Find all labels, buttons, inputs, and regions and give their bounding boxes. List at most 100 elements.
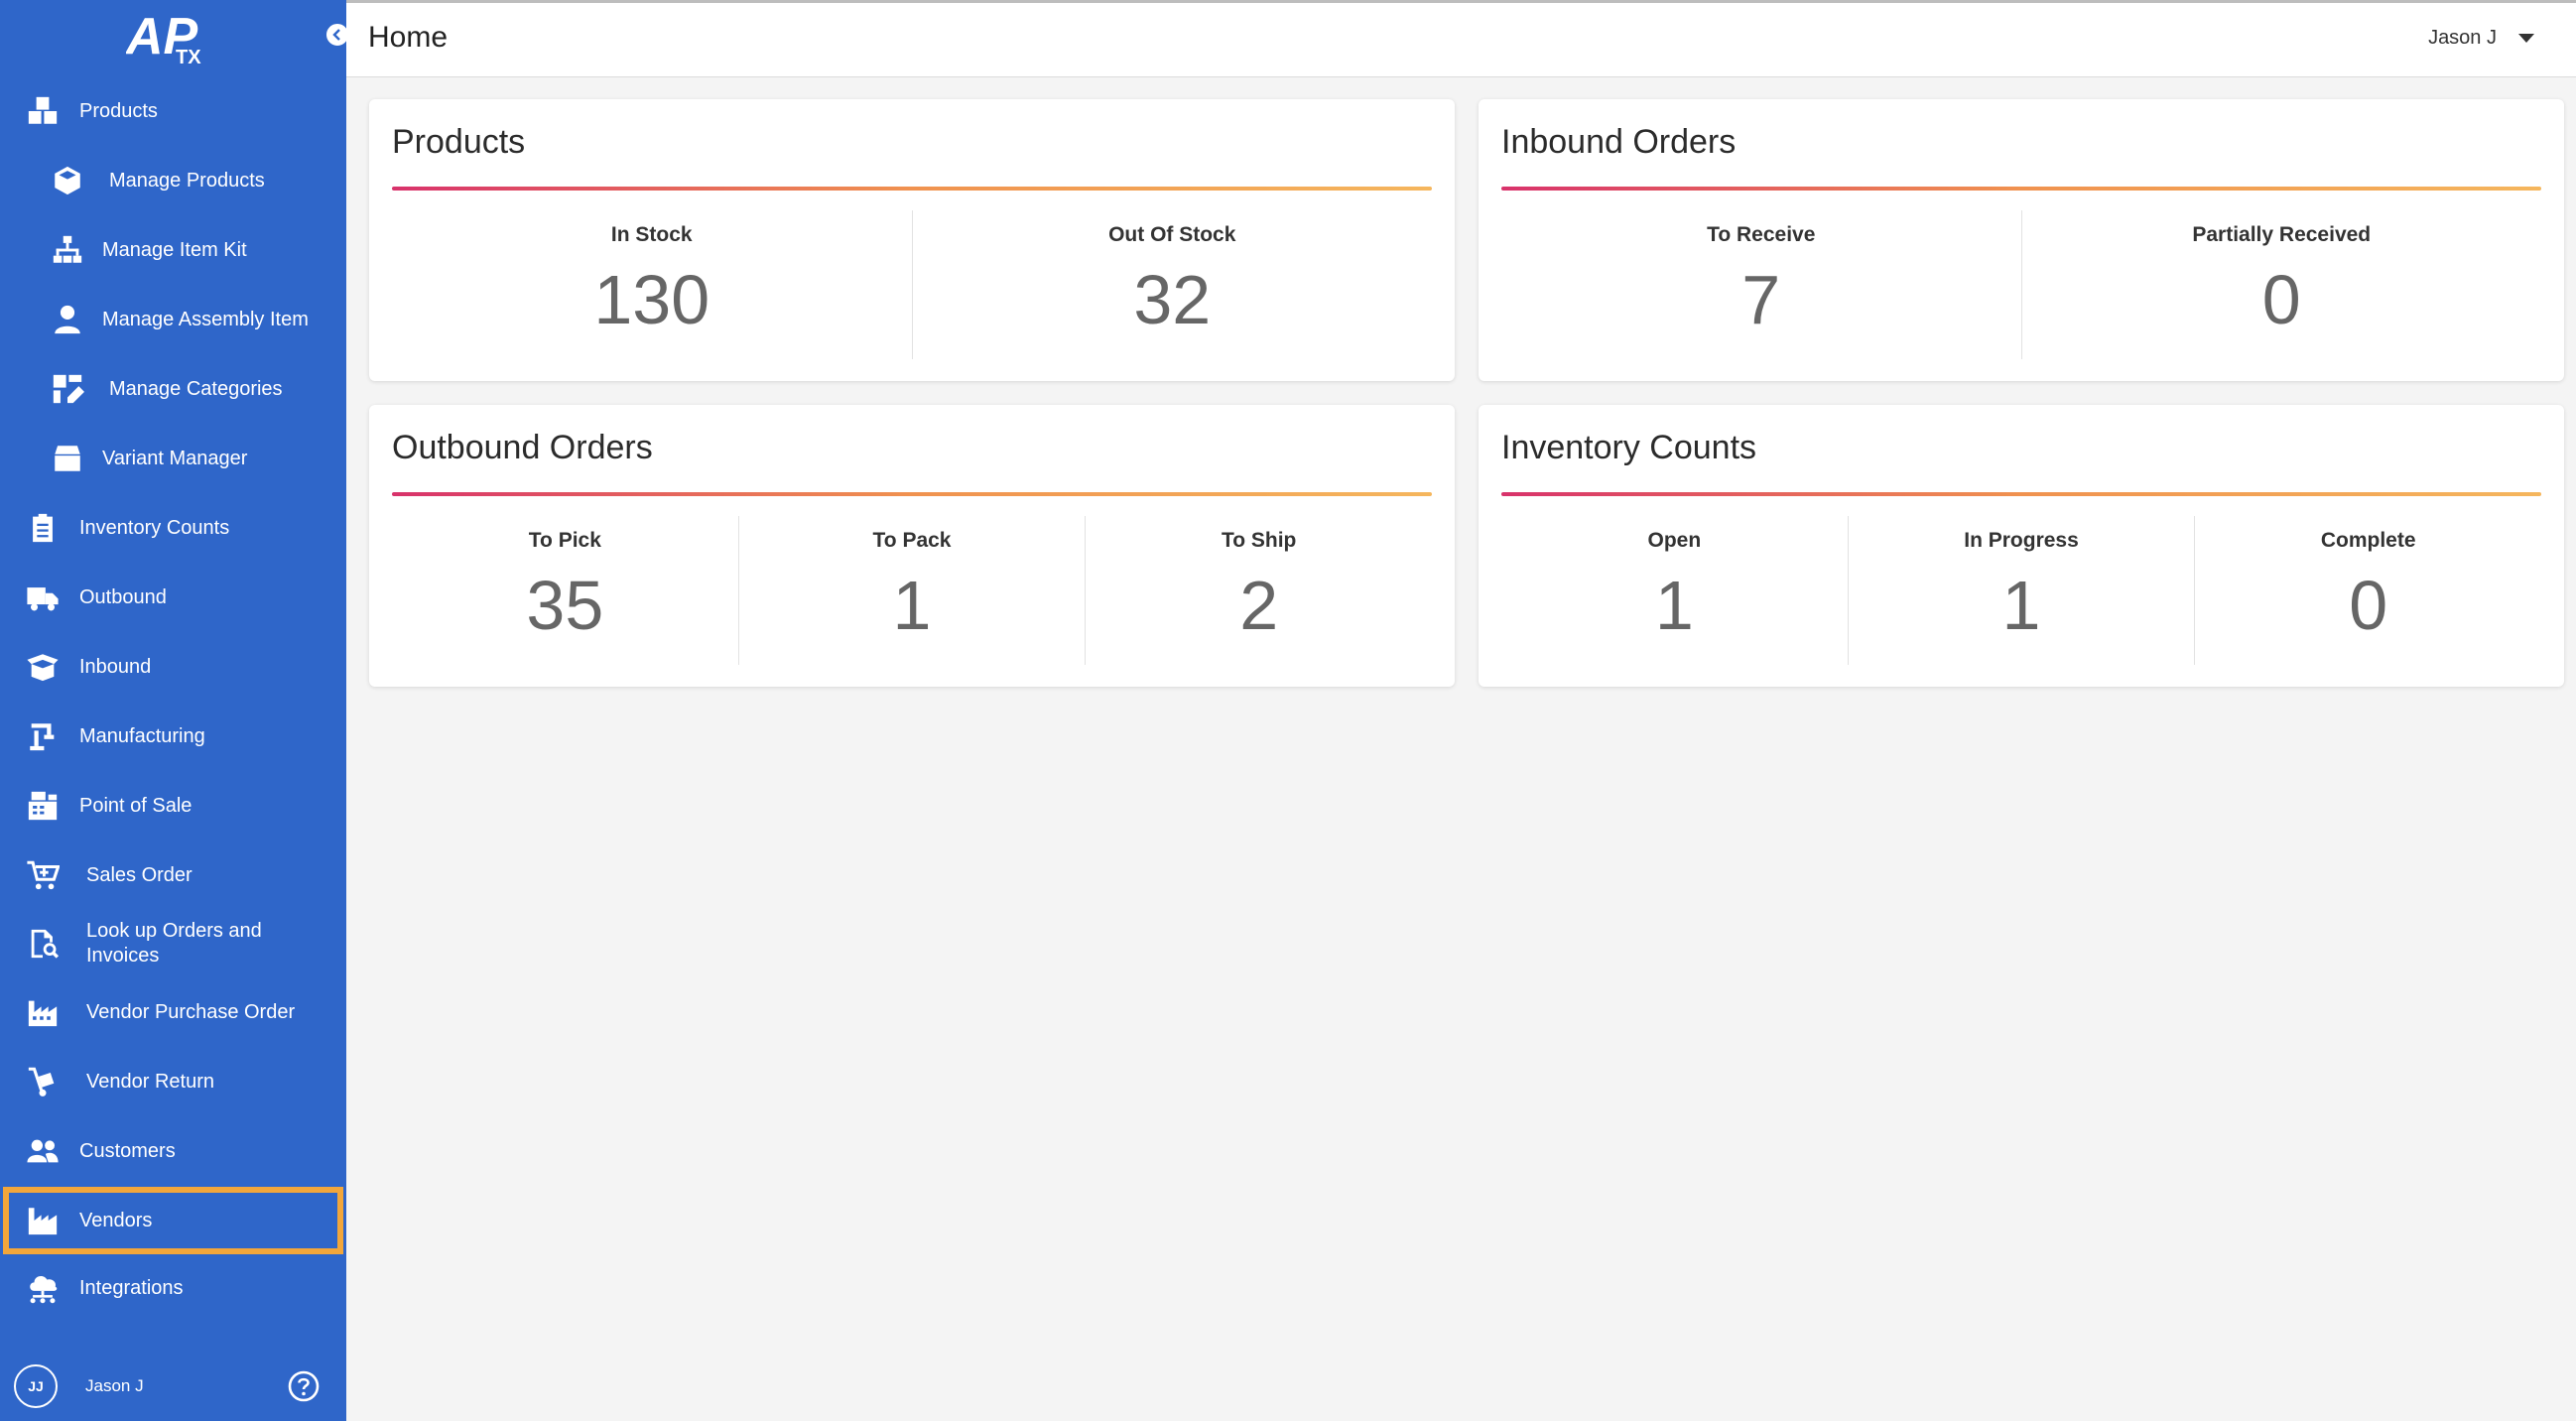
sidebar-item-label: Customers	[79, 1139, 176, 1162]
metric-value: 7	[1741, 261, 1781, 338]
cube-icon	[50, 163, 85, 198]
metric-value: 2	[1239, 567, 1279, 644]
card-metrics: Open 1 In Progress 1 Complete 0	[1501, 516, 2541, 665]
metric-label: To Ship	[1221, 529, 1297, 552]
sidebar-item-label: Manufacturing	[79, 724, 205, 747]
user-menu[interactable]: Jason J	[2428, 27, 2534, 50]
card-divider	[392, 187, 1432, 191]
sidebar-item-look-up-orders[interactable]: Look up Orders and Invoices	[0, 911, 346, 976]
sidebar-item-manage-categories[interactable]: Manage Categories	[0, 357, 346, 421]
metric-value: 1	[892, 567, 932, 644]
sidebar-item-integrations[interactable]: Integrations	[0, 1256, 346, 1320]
sidebar-item-label: Manage Categories	[109, 377, 283, 400]
svg-text:AP: AP	[126, 8, 198, 65]
sidebar-item-vendor-return[interactable]: Vendor Return	[0, 1050, 346, 1113]
sidebar-item-label: Vendors	[79, 1209, 153, 1231]
chevron-left-icon	[332, 29, 340, 41]
sidebar-item-vendor-purchase-order[interactable]: Vendor Purchase Order	[0, 980, 346, 1044]
metric-label: To Receive	[1707, 223, 1816, 246]
sidebar-user-name: Jason J	[85, 1376, 144, 1395]
svg-text:TX: TX	[176, 47, 201, 65]
metric-value: 35	[526, 567, 604, 644]
inventory-counts-card: Inventory Counts Open 1 In Progress 1 Co…	[1479, 405, 2564, 687]
document-search-icon	[25, 926, 61, 962]
card-divider	[1501, 187, 2541, 191]
sidebar-item-customers[interactable]: Customers	[0, 1119, 346, 1183]
categories-icon	[50, 371, 85, 407]
sidebar-item-sales-order[interactable]: Sales Order	[0, 843, 346, 907]
clipboard-icon	[25, 510, 61, 546]
sidebar-item-label: Variant Manager	[102, 447, 248, 469]
sidebar-item-label: Products	[79, 99, 158, 122]
metric-in-progress[interactable]: In Progress 1	[1847, 516, 2195, 665]
metric-label: To Pick	[528, 529, 601, 552]
inbound-orders-card: Inbound Orders To Receive 7 Partially Re…	[1479, 99, 2564, 381]
metric-label: Open	[1647, 529, 1702, 552]
metric-value: 130	[593, 261, 710, 338]
sidebar-item-point-of-sale[interactable]: Point of Sale	[0, 774, 346, 838]
metric-value: 32	[1133, 261, 1212, 338]
metric-complete[interactable]: Complete 0	[2194, 516, 2541, 665]
sidebar-item-variant-manager[interactable]: Variant Manager	[0, 427, 346, 490]
sidebar-item-label: Inventory Counts	[79, 516, 230, 539]
card-metrics: To Receive 7 Partially Received 0	[1501, 210, 2541, 359]
page-title: Home	[368, 21, 449, 54]
sidebar-item-label: Manage Item Kit	[102, 238, 247, 261]
sidebar-item-label: Outbound	[79, 585, 167, 608]
metric-to-ship[interactable]: To Ship 2	[1085, 516, 1432, 665]
sidebar-item-label: Vendor Return	[86, 1070, 214, 1093]
metric-value: 0	[2261, 261, 2301, 338]
cash-register-icon	[25, 788, 61, 824]
user-menu-name: Jason J	[2428, 27, 2497, 49]
cart-icon	[25, 857, 61, 893]
factory-icon	[25, 994, 61, 1030]
metric-partially-received[interactable]: Partially Received 0	[2020, 210, 2542, 359]
metric-open[interactable]: Open 1	[1501, 516, 1848, 665]
sidebar-item-label: Look up Orders and Invoices	[86, 920, 262, 967]
sidebar-item-products[interactable]: Products	[0, 79, 346, 143]
sidebar-item-manage-assembly-item[interactable]: Manage Assembly Item	[0, 288, 346, 351]
sidebar-item-manage-item-kit[interactable]: Manage Item Kit	[0, 218, 346, 282]
caret-down-icon	[2518, 34, 2534, 43]
metric-label: Out Of Stock	[1108, 223, 1236, 246]
dolly-icon	[25, 1064, 61, 1099]
user-icon	[50, 302, 85, 337]
users-icon	[25, 1133, 61, 1169]
metric-label: Partially Received	[2192, 223, 2372, 246]
sidebar-item-vendors[interactable]: Vendors	[3, 1187, 343, 1254]
truck-icon	[25, 580, 61, 615]
sidebar-item-manufacturing[interactable]: Manufacturing	[0, 705, 346, 768]
help-icon[interactable]	[287, 1369, 321, 1403]
metric-label: To Pack	[872, 529, 952, 552]
metric-value: 0	[2349, 567, 2388, 644]
card-title: Inbound Orders	[1501, 123, 1737, 161]
box-icon	[50, 441, 85, 476]
app-logo[interactable]: AP TX	[124, 6, 215, 68]
card-metrics: In Stock 130 Out Of Stock 32	[392, 210, 1432, 359]
boxes-icon	[25, 93, 61, 129]
sidebar-user[interactable]: JJ Jason J	[14, 1364, 144, 1408]
sidebar-item-label: Inbound	[79, 655, 152, 678]
card-title: Outbound Orders	[392, 429, 653, 466]
metric-to-receive[interactable]: To Receive 7	[1501, 210, 2021, 359]
metric-to-pick[interactable]: To Pick 35	[392, 516, 738, 665]
sidebar-item-outbound[interactable]: Outbound	[0, 566, 346, 629]
sidebar-item-inbound[interactable]: Inbound	[0, 635, 346, 699]
metric-value: 1	[1654, 567, 1694, 644]
card-title: Inventory Counts	[1501, 429, 1757, 466]
sidebar: AP TX Products Manage Products Manage It…	[0, 0, 350, 1421]
sidebar-item-label: Integrations	[79, 1276, 184, 1299]
sidebar-item-label: Manage Products	[109, 169, 265, 192]
sidebar-item-label: Sales Order	[86, 863, 193, 886]
industry-icon	[25, 1203, 61, 1238]
open-box-icon	[25, 649, 61, 685]
sidebar-item-inventory-counts[interactable]: Inventory Counts	[0, 496, 346, 560]
metric-to-pack[interactable]: To Pack 1	[737, 516, 1086, 665]
metric-in-stock[interactable]: In Stock 130	[392, 210, 912, 359]
avatar[interactable]: JJ	[14, 1364, 58, 1408]
sidebar-item-label: Manage Assembly Item	[102, 308, 309, 330]
sidebar-item-manage-products[interactable]: Manage Products	[0, 149, 346, 212]
sitemap-icon	[50, 232, 85, 268]
metric-out-of-stock[interactable]: Out Of Stock 32	[911, 210, 1433, 359]
card-metrics: To Pick 35 To Pack 1 To Ship 2	[392, 516, 1432, 665]
